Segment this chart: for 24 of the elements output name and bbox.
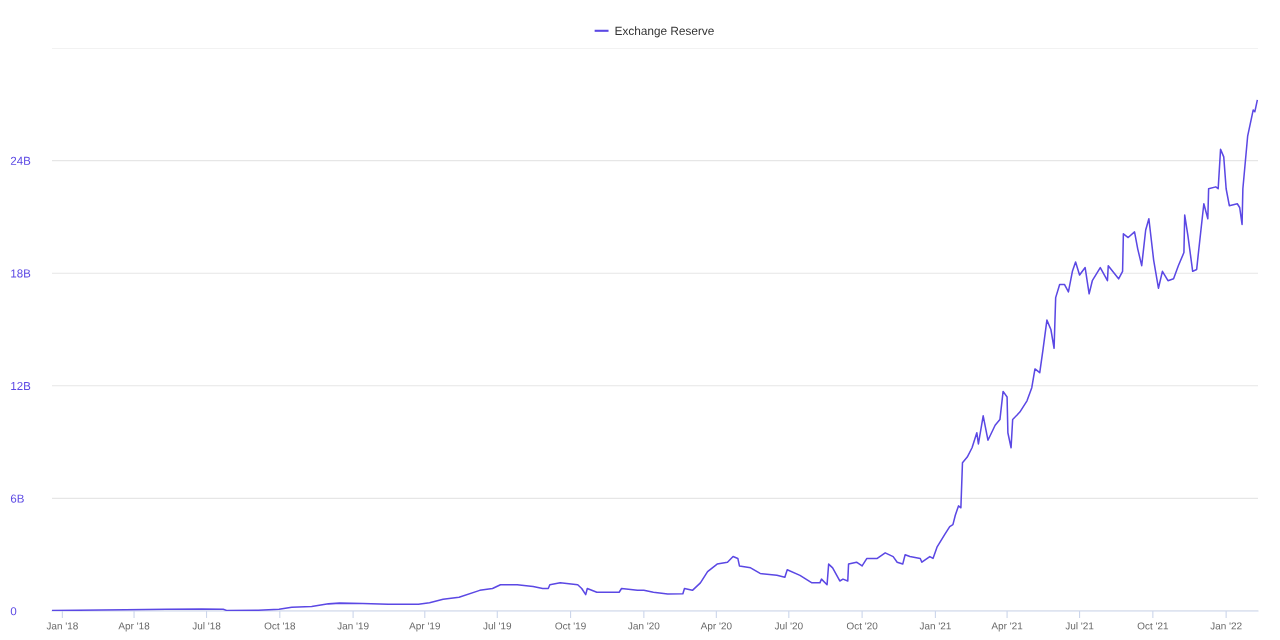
x-tick-label: Jan '18 xyxy=(46,622,78,630)
y-tick-label: 24B xyxy=(10,156,31,165)
x-tick-label: Oct '21 xyxy=(1137,622,1169,630)
line-series xyxy=(52,99,1258,611)
x-tick-label: Apr '21 xyxy=(991,622,1023,632)
x-tick-label: Jan '21 xyxy=(919,622,951,630)
y-tick-label: 6B xyxy=(10,494,24,503)
x-tick-label: Jan '20 xyxy=(628,622,660,630)
y-tick-label: 12B xyxy=(11,381,31,390)
x-tick-label: Apr '20 xyxy=(700,622,732,632)
x-tick-label: Jul '20 xyxy=(774,622,803,630)
legend-label: Exchange Reserve xyxy=(615,26,714,38)
y-tick-label: 18B xyxy=(11,269,31,278)
x-tick-label: Apr '18 xyxy=(118,622,150,632)
x-tick-label: Oct '19 xyxy=(555,622,586,630)
x-tick-label: Jul '21 xyxy=(1065,622,1094,630)
x-tick-label: Jul '19 xyxy=(483,622,512,630)
x-tick-label: Oct '18 xyxy=(264,622,296,630)
x-tick-label: Jul '18 xyxy=(192,622,221,630)
x-tick-label: Jan '19 xyxy=(337,622,369,630)
x-tick-label: Apr '19 xyxy=(409,622,441,632)
x-tick-label: Jan '22 xyxy=(1210,622,1242,630)
y-tick-label: 0 xyxy=(10,607,17,616)
x-tick-label: Oct '20 xyxy=(846,622,878,630)
